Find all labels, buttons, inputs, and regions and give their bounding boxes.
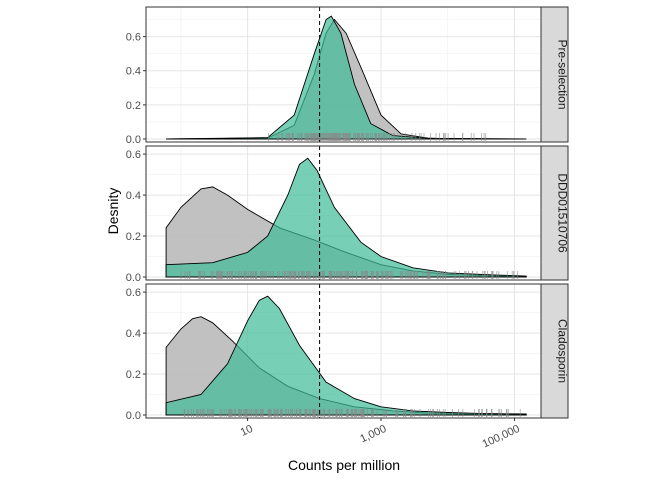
facet-strip-label: DDD01510706 [556, 173, 570, 253]
y-tick-label: 0.6 [126, 32, 141, 44]
rug-marks [268, 133, 487, 141]
y-tick-label: 0.2 [126, 369, 141, 381]
y-tick-label: 0.6 [126, 287, 141, 299]
facet-panel-1: DDD01510706 0.0 0.2 0.4 0.6 [126, 145, 570, 284]
y-tick-label: 0.0 [126, 134, 141, 146]
facet-strip [540, 283, 569, 419]
y-tick-label: 0.6 [126, 149, 141, 161]
density-area-selected [165, 157, 527, 278]
facet-strip-label: Pre-selection [556, 39, 570, 109]
y-tick-label: 0.4 [126, 190, 141, 202]
y-tick-label: 0.2 [126, 231, 141, 243]
x-axis-title: Counts per million [288, 457, 400, 473]
y-tick-label: 0.0 [126, 410, 141, 422]
y-tick-label: 0.4 [126, 328, 141, 340]
density-area-selected [165, 295, 527, 416]
y-axis-title: Desnity [105, 188, 121, 235]
x-tick-label: 1,000 [358, 423, 388, 446]
x-tick-label: 10 [239, 423, 255, 439]
density-area-selected [166, 15, 527, 140]
y-tick-label: 0.0 [126, 272, 141, 284]
rug-marks [180, 271, 518, 279]
facet-strip [540, 145, 569, 281]
facet-strip [540, 6, 569, 143]
facet-strip-label: Cladosporin [556, 319, 570, 383]
rug-marks [183, 409, 521, 417]
y-tick-label: 0.2 [126, 100, 141, 112]
facet-panel-2: Cladosporin 0.0 0.2 0.4 0.6 [126, 283, 570, 422]
y-tick-label: 0.4 [126, 66, 141, 78]
x-tick-label: 100,000 [481, 423, 522, 451]
facet-panel-0: Pre-selection 0.0 0.2 0.4 0.6 [126, 6, 570, 146]
